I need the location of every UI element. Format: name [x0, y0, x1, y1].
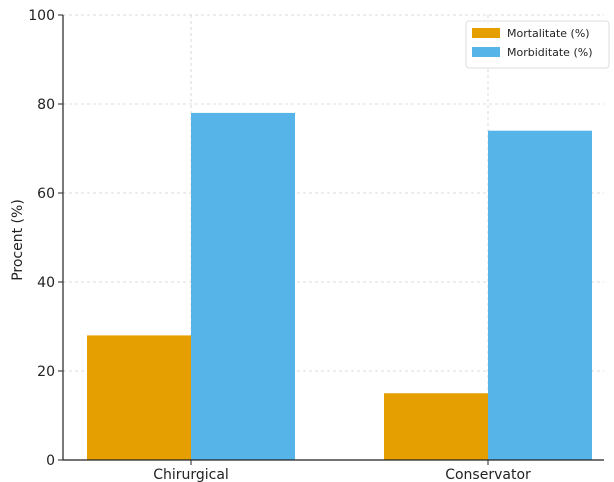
y-tick-label: 100: [28, 8, 55, 24]
bar-mortalitate-chirurgical: [87, 335, 191, 460]
x-ticks: Chirurgical Conservator: [153, 460, 531, 482]
y-tick-label: 60: [37, 186, 55, 202]
y-tick-label: 80: [37, 97, 55, 113]
axes: [62, 15, 604, 461]
y-tick-label: 0: [46, 453, 55, 469]
y-tick-label: 40: [37, 275, 55, 291]
x-tick-label: Chirurgical: [153, 467, 229, 482]
bar-morbiditate-chirurgical: [191, 112, 295, 461]
y-axis-label: Procent (%): [10, 199, 26, 281]
legend-box: [465, 20, 610, 69]
legend-label: Mortalitate (%): [507, 27, 590, 40]
bars: [87, 112, 592, 461]
legend-swatch: [472, 28, 500, 38]
legend: Mortalitate (%) Morbiditate (%): [465, 20, 610, 69]
bar-morbiditate-conservator: [488, 130, 592, 460]
y-ticks: 0 20 40 60 80 100: [28, 8, 63, 469]
y-tick-label: 20: [37, 364, 55, 380]
bar-mortalitate-conservator: [384, 393, 488, 460]
legend-swatch: [472, 47, 500, 57]
x-tick-label: Conservator: [445, 467, 531, 482]
legend-label: Morbiditate (%): [507, 46, 593, 59]
